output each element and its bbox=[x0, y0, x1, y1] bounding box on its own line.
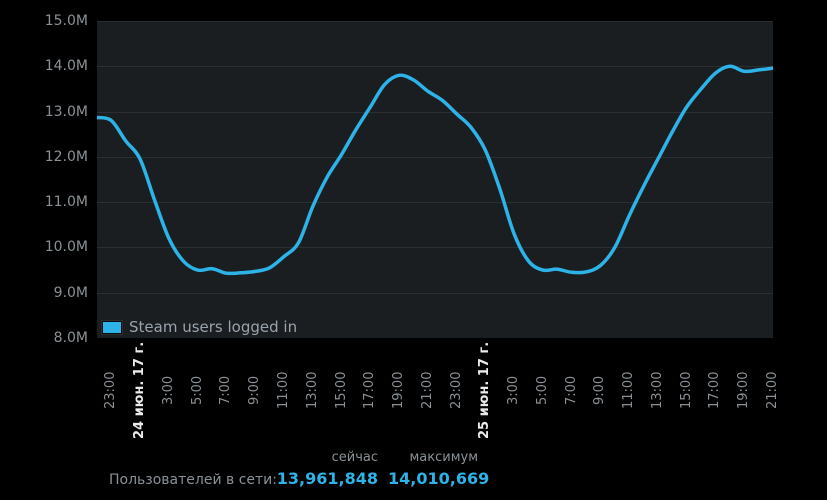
x-axis-label: 7:00 bbox=[563, 375, 579, 405]
legend-swatch-icon bbox=[101, 320, 123, 335]
x-axis-label: 15:00 bbox=[678, 371, 694, 409]
x-axis-label: 17:00 bbox=[707, 371, 723, 409]
x-axis-label: 5:00 bbox=[189, 375, 205, 405]
stat-max-value: 14,010,669 bbox=[388, 469, 490, 488]
x-axis-label: 9:00 bbox=[247, 375, 263, 405]
x-axis-label: 9:00 bbox=[592, 375, 608, 405]
stat-header-max: максимум bbox=[409, 450, 478, 465]
y-axis-label: 10.0M bbox=[44, 239, 88, 256]
x-axis-label: 23:00 bbox=[448, 371, 464, 409]
y-axis-label: 9.0M bbox=[53, 284, 88, 301]
stat-header-now: сейчас bbox=[331, 450, 378, 465]
y-axis-label: 8.0M bbox=[53, 330, 88, 346]
x-axis-label: 21:00 bbox=[765, 371, 780, 409]
stat-row-label: Пользователей в сети: bbox=[109, 472, 277, 488]
x-axis-label: 5:00 bbox=[534, 375, 550, 405]
chart-plot-area: Steam users logged in bbox=[97, 21, 773, 338]
x-axis-label: 3:00 bbox=[160, 375, 176, 405]
legend-label: Steam users logged in bbox=[129, 318, 298, 336]
x-axis-label: 21:00 bbox=[419, 371, 435, 409]
x-axis-label: 19:00 bbox=[736, 371, 752, 409]
x-axis-label: 17:00 bbox=[362, 371, 378, 409]
x-axis-label: 3:00 bbox=[506, 375, 522, 405]
x-axis-label: 19:00 bbox=[391, 371, 407, 409]
y-axis-label: 13.0M bbox=[44, 103, 88, 120]
steam-users-line-chart bbox=[97, 21, 773, 294]
x-axis-date-label: 24 июн. 17 г. bbox=[132, 341, 148, 439]
x-axis-label: 7:00 bbox=[218, 375, 234, 405]
x-axis-label: 23:00 bbox=[103, 371, 119, 409]
stat-now-value: 13,961,848 bbox=[276, 469, 378, 488]
x-axis-label: 13:00 bbox=[304, 371, 320, 409]
y-axis-label: 12.0M bbox=[44, 148, 88, 165]
y-axis-label: 11.0M bbox=[44, 194, 88, 211]
x-axis-date-label: 25 июн. 17 г. bbox=[477, 341, 493, 439]
x-axis-label: 13:00 bbox=[649, 371, 665, 409]
x-axis-label: 15:00 bbox=[333, 371, 349, 409]
x-axis-label: 11:00 bbox=[275, 371, 291, 409]
chart-legend: Steam users logged in bbox=[101, 318, 298, 336]
series-line-steam-users bbox=[97, 64, 773, 276]
y-axis-label: 14.0M bbox=[44, 58, 88, 75]
y-axis-label: 15.0M bbox=[44, 13, 88, 29]
x-axis-label: 11:00 bbox=[621, 371, 637, 409]
